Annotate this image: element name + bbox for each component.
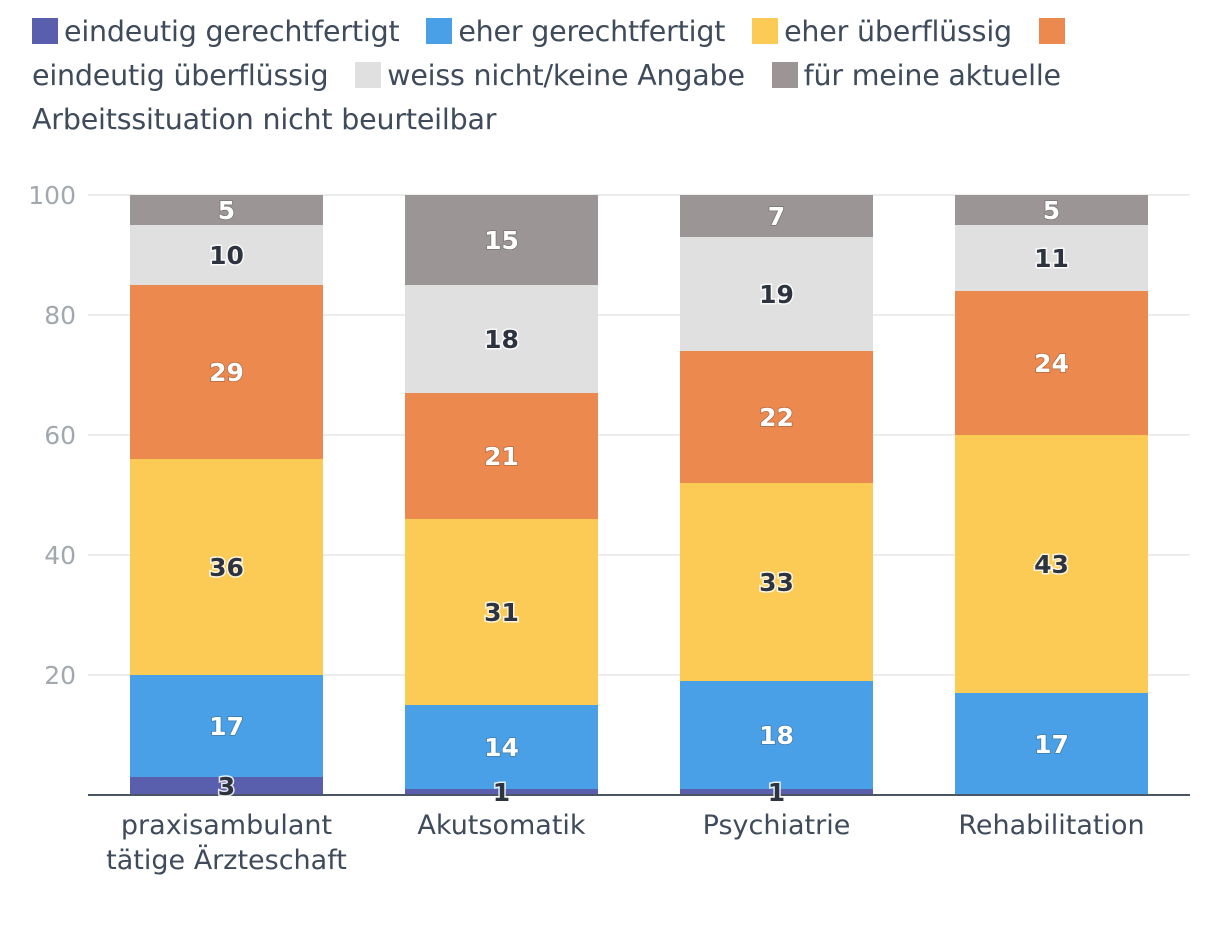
bar-segment[interactable] xyxy=(405,519,598,705)
data-label: 43 xyxy=(1034,550,1069,579)
data-label: 11 xyxy=(1034,244,1069,273)
x-tick-label: Akutsomatik xyxy=(417,810,585,841)
bar-segment[interactable] xyxy=(955,693,1148,795)
bar-segment[interactable] xyxy=(955,225,1148,291)
legend-swatch xyxy=(426,18,453,44)
bar-segment[interactable] xyxy=(680,681,873,789)
legend-label: eher überflüssig xyxy=(784,15,1012,48)
data-label: 31 xyxy=(484,598,519,627)
legend-label: eindeutig überflüssig xyxy=(32,59,329,92)
bar-segment[interactable] xyxy=(680,789,873,795)
data-label: 29 xyxy=(209,358,244,387)
y-tick-label: 60 xyxy=(44,421,76,450)
y-tick-label: 100 xyxy=(28,181,76,210)
data-label: 1 xyxy=(768,778,785,807)
bar-segment[interactable] xyxy=(405,285,598,393)
data-label: 3 xyxy=(218,772,235,801)
data-label: 14 xyxy=(484,733,519,762)
legend-item-eher-ueberfluessig[interactable]: eher überflüssig xyxy=(752,15,1012,48)
bar-segment[interactable] xyxy=(130,459,323,675)
legend-label: weiss nicht/keine Angabe xyxy=(387,59,745,92)
bar-segment[interactable] xyxy=(130,777,323,795)
bar-segment[interactable] xyxy=(405,789,598,795)
data-label-layer: 3 17 36 29 10 5 1 14 31 21 18 15 1 18 33 22 19 7 17 43 24 11 5 xyxy=(208,195,1071,808)
data-label: 22 xyxy=(759,403,794,432)
bar-segment[interactable] xyxy=(130,195,323,225)
legend-item-eindeutig-ueberfluessig[interactable]: eindeutig überflüssig xyxy=(32,15,1071,92)
data-label: 15 xyxy=(484,226,519,255)
bar-segment[interactable] xyxy=(130,225,323,285)
data-label: 5 xyxy=(1043,196,1060,225)
bar-segment[interactable] xyxy=(680,483,873,681)
data-label: 7 xyxy=(768,202,785,231)
legend-swatch xyxy=(32,18,58,44)
data-label: 36 xyxy=(209,553,244,582)
legend-item-nicht-beurteilbar[interactable]: für meine aktuelle Arbeitssituation nich… xyxy=(32,59,1061,136)
data-label: 19 xyxy=(759,280,794,309)
legend-label: eher gerechtfertigt xyxy=(458,15,726,48)
data-label: 10 xyxy=(209,241,244,270)
bar-segment[interactable] xyxy=(955,195,1148,225)
bar-segment[interactable] xyxy=(130,675,323,777)
legend-swatch xyxy=(771,62,798,88)
bar-segment[interactable] xyxy=(680,237,873,351)
data-label: 1 xyxy=(493,778,510,807)
bar-segment[interactable] xyxy=(955,291,1148,435)
legend-item-eher-gerechtfertigt[interactable]: eher gerechtfertigt xyxy=(426,15,725,48)
bar-segment[interactable] xyxy=(955,435,1148,693)
bar-segment[interactable] xyxy=(405,195,598,285)
chart-legend: eindeutig gerechtfertigt eher gerechtfer… xyxy=(32,10,1197,142)
x-tick-label: Rehabilitation xyxy=(958,810,1144,841)
data-label: 5 xyxy=(218,196,235,225)
bar-layer xyxy=(130,195,1148,795)
x-tick-label: praxisambulant tätige Ärzteschaft xyxy=(106,810,347,876)
legend-label: eindeutig gerechtfertigt xyxy=(64,15,400,48)
data-label: 18 xyxy=(484,325,519,354)
legend-item-weiss-nicht[interactable]: weiss nicht/keine Angabe xyxy=(355,59,745,92)
data-label: 18 xyxy=(759,721,794,750)
data-label: 24 xyxy=(1034,349,1069,378)
legend-swatch xyxy=(355,62,382,88)
axis-layer: 20 40 60 80 100 praxisambulant tätige Ärztesch… xyxy=(28,181,1190,876)
data-label: 17 xyxy=(1034,730,1069,759)
legend-swatch xyxy=(1038,18,1065,44)
bar-segment[interactable] xyxy=(405,705,598,789)
data-label: 21 xyxy=(484,442,519,471)
bar-segment[interactable] xyxy=(680,351,873,483)
bar-segment[interactable] xyxy=(130,285,323,459)
legend-swatch xyxy=(752,18,779,44)
y-tick-label: 40 xyxy=(44,541,76,570)
legend-item-eindeutig-gerechtfertigt[interactable]: eindeutig gerechtfertigt xyxy=(32,15,400,48)
data-label: 17 xyxy=(209,712,244,741)
legend-label: für meine aktuelle Arbeitssituation nich… xyxy=(32,59,1061,136)
y-tick-label: 80 xyxy=(44,301,76,330)
x-tick-label: Psychiatrie xyxy=(703,810,851,841)
bar-segment[interactable] xyxy=(680,195,873,237)
data-label: 33 xyxy=(759,568,794,597)
bar-segment[interactable] xyxy=(405,393,598,519)
y-tick-label: 20 xyxy=(44,661,76,690)
